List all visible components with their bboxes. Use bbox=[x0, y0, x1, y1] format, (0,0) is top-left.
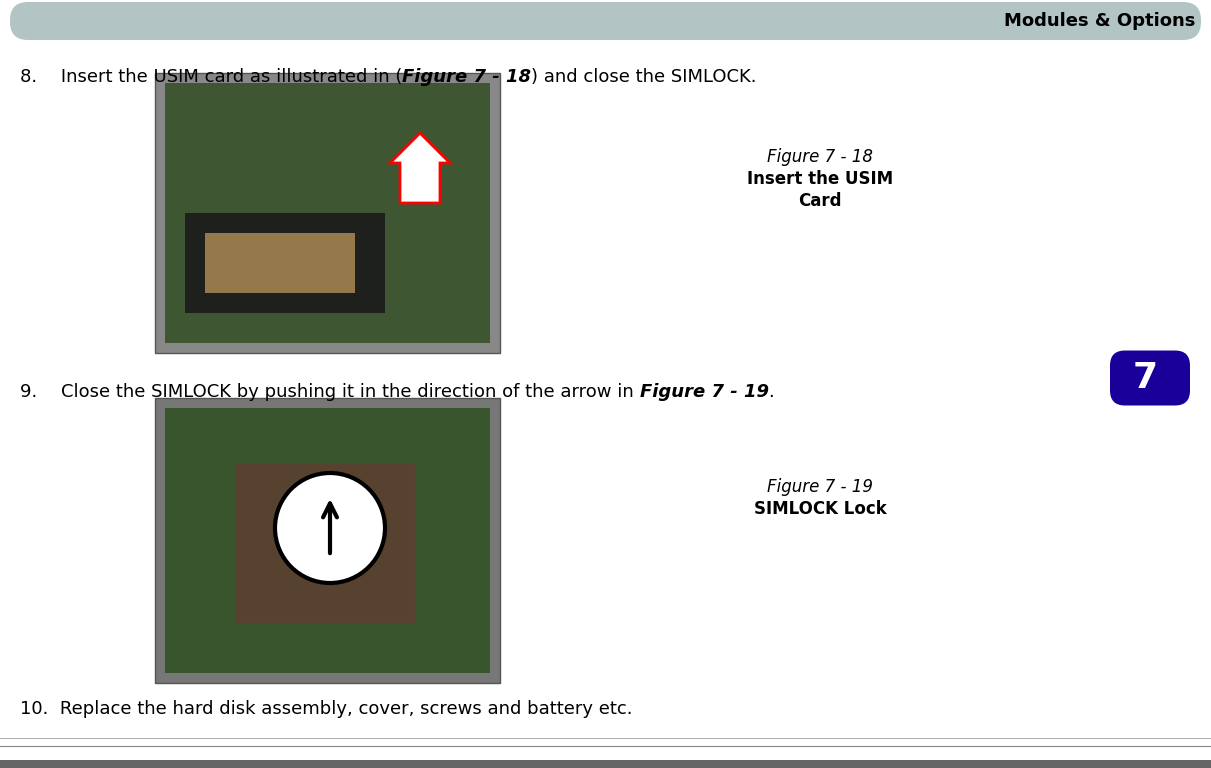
Bar bbox=[205, 233, 355, 293]
Bar bbox=[185, 213, 385, 313]
Text: 10.  Replace the hard disk assembly, cover, screws and battery etc.: 10. Replace the hard disk assembly, cove… bbox=[21, 700, 632, 718]
FancyBboxPatch shape bbox=[1110, 350, 1190, 406]
Text: ) and close the SIMLOCK.: ) and close the SIMLOCK. bbox=[532, 68, 757, 86]
Circle shape bbox=[275, 473, 385, 583]
Bar bbox=[235, 463, 415, 623]
Text: 7: 7 bbox=[1132, 361, 1158, 395]
Text: SIMLOCK Lock: SIMLOCK Lock bbox=[753, 500, 886, 518]
Text: Figure 7 - 18: Figure 7 - 18 bbox=[767, 148, 873, 166]
Text: Insert the USIM: Insert the USIM bbox=[747, 170, 893, 188]
Text: Figure 7 - 18: Figure 7 - 18 bbox=[402, 68, 532, 86]
Text: Figure 7 - 19: Figure 7 - 19 bbox=[639, 383, 769, 401]
Text: Modules & Options: Modules & Options bbox=[1004, 12, 1195, 30]
Bar bbox=[165, 83, 490, 343]
Bar bbox=[155, 398, 500, 683]
Text: 9.  Close the SIMLOCK by pushing it in the direction of the arrow in: 9. Close the SIMLOCK by pushing it in th… bbox=[21, 383, 639, 401]
Text: .: . bbox=[769, 383, 774, 401]
Text: Figure 7 - 19: Figure 7 - 19 bbox=[767, 478, 873, 496]
Text: 8.  Insert the USIM card as illustrated in (: 8. Insert the USIM card as illustrated i… bbox=[21, 68, 402, 86]
Bar bbox=[0, 760, 1211, 768]
FancyBboxPatch shape bbox=[10, 2, 1201, 40]
Bar bbox=[165, 408, 490, 673]
Bar bbox=[155, 73, 500, 353]
Polygon shape bbox=[390, 133, 450, 203]
Text: Card: Card bbox=[798, 192, 842, 210]
